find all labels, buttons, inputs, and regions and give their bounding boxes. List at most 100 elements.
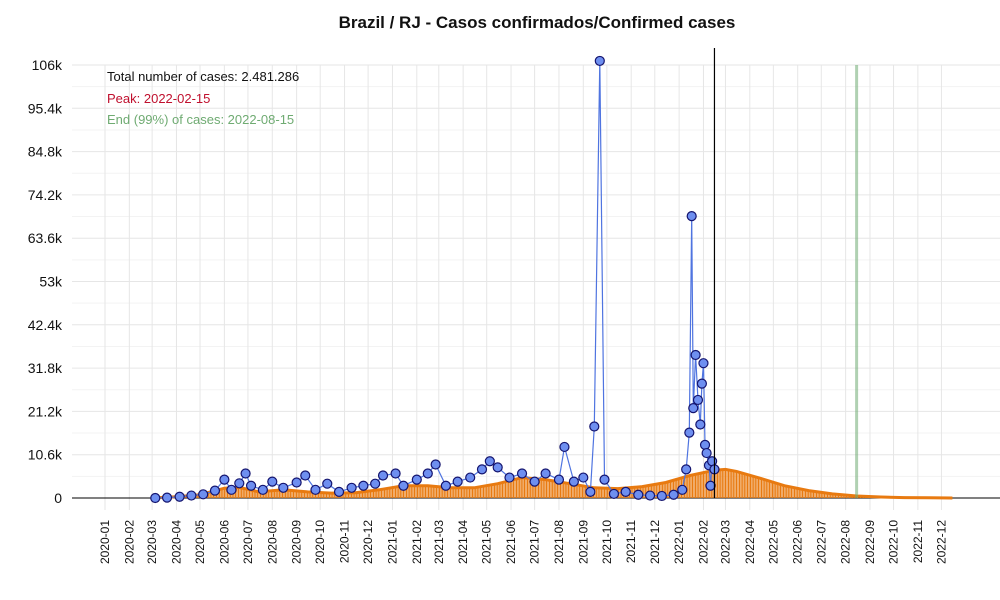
observed-point — [422, 468, 433, 479]
x-tick-label: 2021-11 — [624, 520, 638, 563]
observed-point — [245, 480, 257, 491]
y-tick-label: 74.2k — [28, 187, 63, 203]
observed-point — [174, 491, 185, 502]
observed-point — [504, 472, 515, 483]
observed-point — [226, 484, 237, 495]
x-tick-label: 2022-01 — [672, 520, 686, 564]
observed-point — [633, 489, 644, 500]
x-tick-label: 2021-08 — [552, 520, 566, 564]
observed-point — [698, 358, 709, 369]
x-tick-label: 2020-04 — [169, 520, 183, 564]
observed-point — [377, 470, 389, 481]
observed-point — [300, 470, 311, 481]
x-tick-label: 2020-03 — [145, 520, 159, 564]
observed-point — [346, 482, 357, 493]
observed-point — [150, 492, 161, 504]
y-tick-label: 42.4k — [28, 317, 63, 333]
x-tick-label: 2020-12 — [361, 520, 375, 564]
annotation-peak: Peak: 2022-02-15 — [107, 91, 210, 106]
observed-point — [701, 447, 712, 459]
observed-point — [594, 55, 605, 67]
y-tick-label: 63.6k — [28, 230, 63, 246]
observed-point — [452, 476, 463, 487]
observed-point — [644, 490, 656, 501]
x-tick-label: 2020-06 — [217, 520, 231, 564]
observed-point — [440, 480, 451, 491]
y-tick-label: 21.2k — [28, 403, 63, 419]
x-tick-label: 2022-06 — [791, 520, 805, 564]
observed-point — [492, 462, 503, 473]
annotation-end: End (99%) of cases: 2022-08-15 — [107, 112, 294, 127]
x-tick-label: 2021-06 — [504, 520, 518, 564]
observed-point — [398, 480, 409, 491]
x-tick-label: 2022-08 — [839, 520, 853, 564]
x-tick-label: 2022-09 — [863, 520, 877, 564]
x-tick-label: 2022-04 — [743, 520, 757, 564]
observed-point — [553, 474, 565, 485]
x-tick-label: 2020-10 — [313, 520, 327, 564]
x-tick-label: 2021-03 — [432, 520, 446, 564]
x-tick-label: 2022-11 — [911, 520, 925, 563]
observed-point — [198, 489, 209, 500]
y-tick-label: 84.8k — [28, 144, 63, 160]
observed-point — [390, 468, 401, 479]
x-tick-label: 2021-09 — [576, 520, 590, 564]
observed-point — [540, 468, 551, 479]
x-tick-label: 2022-12 — [934, 520, 948, 564]
observed-point — [358, 480, 369, 491]
observed-point — [370, 478, 381, 489]
x-tick-label: 2020-05 — [193, 520, 207, 564]
observed-point — [186, 490, 197, 501]
x-tick-label: 2020-01 — [98, 520, 112, 564]
observed-point — [686, 211, 697, 222]
observed-point — [310, 484, 321, 495]
observed-series — [150, 55, 720, 504]
observed-point — [620, 486, 631, 497]
y-tick-label: 10.6k — [28, 447, 63, 463]
x-tick-label: 2021-12 — [648, 520, 662, 564]
observed-point — [578, 472, 589, 483]
observed-point — [668, 489, 679, 500]
x-tick-label: 2021-10 — [600, 520, 614, 564]
observed-point — [278, 482, 289, 493]
observed-point — [291, 477, 302, 488]
observed-point — [705, 480, 716, 491]
y-tick-label: 95.4k — [28, 100, 63, 116]
observed-point — [696, 378, 707, 389]
x-tick-label: 2020-11 — [338, 520, 352, 563]
x-tick-label: 2021-04 — [456, 520, 470, 564]
y-tick-label: 0 — [54, 490, 62, 506]
observed-point — [257, 484, 268, 495]
observed-point — [690, 349, 701, 361]
observed-point — [234, 478, 245, 489]
x-tick-label: 2022-02 — [696, 520, 710, 564]
observed-point — [529, 476, 540, 487]
observed-point — [267, 476, 278, 487]
observed-point — [333, 486, 345, 497]
x-tick-label: 2022-10 — [887, 520, 901, 564]
x-tick-label: 2021-02 — [410, 520, 424, 564]
x-tick-label: 2022-05 — [766, 520, 780, 564]
observed-point — [411, 474, 422, 485]
x-tick-label: 2020-02 — [122, 520, 136, 564]
x-tick-label: 2020-07 — [241, 520, 255, 564]
observed-point — [677, 484, 688, 495]
x-tick-label: 2020-08 — [265, 520, 279, 564]
observed-point — [516, 468, 528, 479]
observed-point — [484, 456, 495, 467]
observed-point — [699, 439, 711, 450]
x-tick-label: 2021-07 — [528, 520, 542, 564]
observed-point — [465, 472, 476, 483]
observed-point — [681, 464, 692, 475]
chart-title: Brazil / RJ - Casos confirmados/Confirme… — [339, 13, 736, 32]
observed-point — [684, 427, 695, 438]
observed-point — [209, 485, 221, 496]
observed-point — [608, 488, 620, 500]
vertical-lines — [713, 48, 859, 498]
observed-point — [589, 421, 600, 432]
observed-point — [688, 403, 699, 414]
y-tick-label: 106k — [32, 57, 63, 73]
observed-point — [161, 492, 173, 503]
x-tick-label: 2021-05 — [480, 520, 494, 564]
